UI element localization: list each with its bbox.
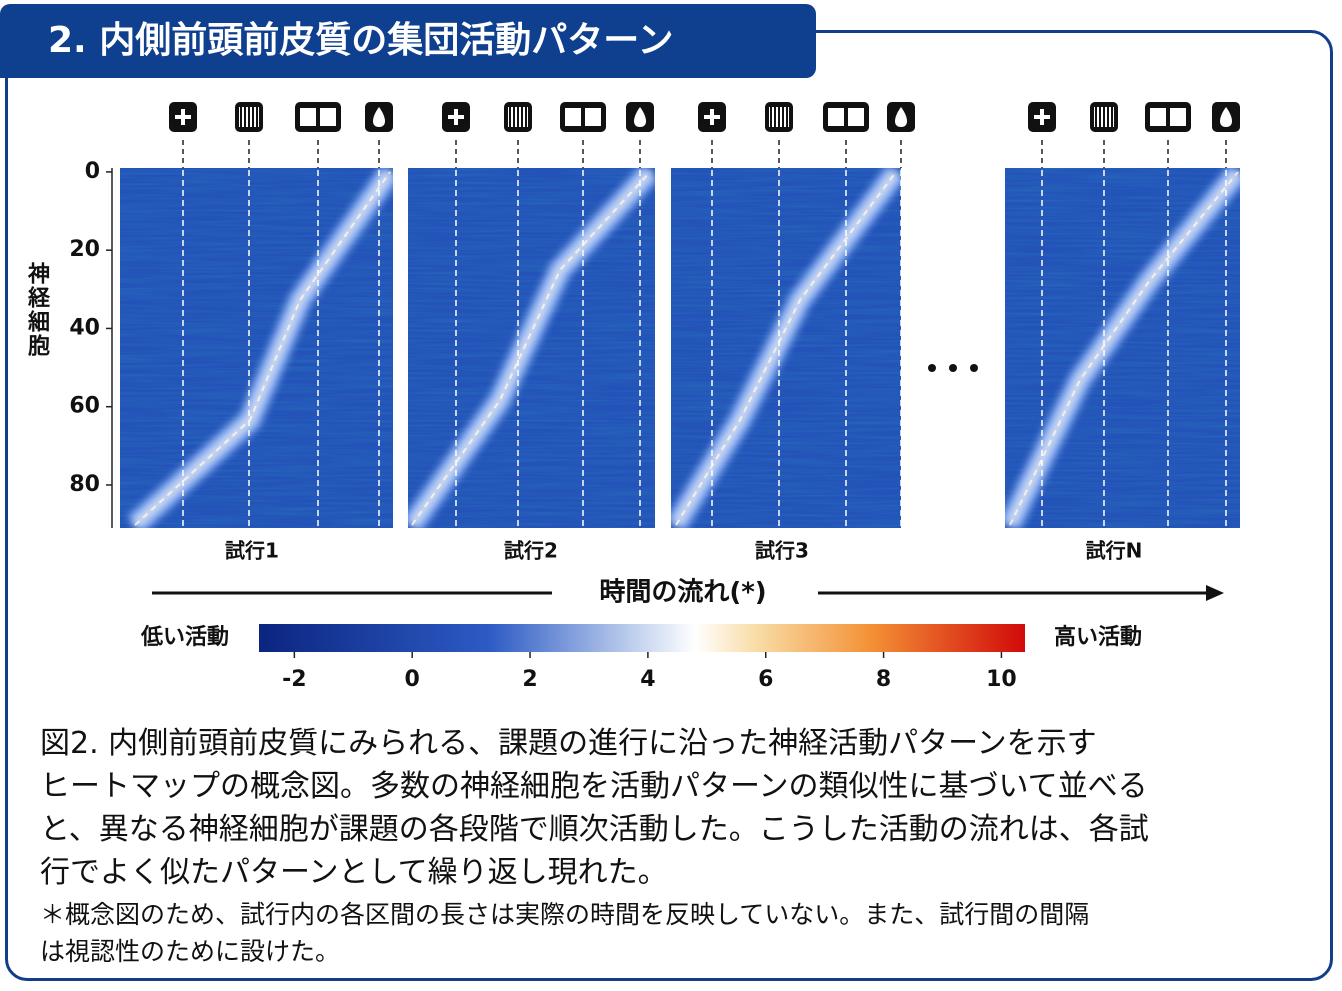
caption: 図2. 内側前頭前皮質にみられる、課題の進行に沿った神経活動パターンを示すヒート… [40,722,1149,894]
icon-left [1150,108,1166,126]
event-icon [504,102,532,132]
icon-drop [895,107,907,127]
colorbar-tick-label: 0 [405,667,420,692]
figure-layer: 試行1 試行2 試行3 試行N 0 20 40 60 80 時間の流れ(*) 低い活動 高い活動 -2 0… [69,102,1240,692]
event-icon [235,102,263,132]
icon-left [300,108,316,126]
event-icon [442,102,470,132]
icon-grating-bar [774,107,776,127]
colorbar-high-label: 高い活動 [1054,624,1142,650]
caption-line: 行でよく似たパターンとして繰り返し現れた。 [40,855,668,890]
activity-band-core [675,171,897,526]
icon-grating-bar [509,107,511,127]
caption-line: と、異なる神経細胞が課題の各段階で順次活動した。こうした活動の流れは、各試 [40,812,1149,847]
icon-grating-bar [256,107,258,127]
y-tick-label: 20 [69,237,100,262]
heatmap [408,168,655,528]
activity-band-core [411,171,651,526]
icon-left [565,108,581,126]
event-icon [1212,102,1240,132]
icon-grating-bar [1095,107,1097,127]
icon-drop [373,107,385,127]
icon-grating-bar [1111,107,1113,127]
event-icon [295,102,341,132]
y-axis-label: 神経細胞 [24,262,49,358]
caption-line: 図2. 内側前頭前皮質にみられる、課題の進行に沿った神経活動パターンを示す [40,726,1097,761]
panel-label: 試行1 [225,539,279,563]
panel-label: 試行3 [755,539,809,563]
icon-grating-bar [778,107,780,127]
y-tick-label: 0 [85,159,100,184]
colorbar-tick-label: -2 [282,667,306,692]
activity-band-core [1009,171,1239,526]
icon-grating-bar [521,107,523,127]
ellipsis-dot [949,364,957,372]
icon-grating-bar [525,107,527,127]
footnote-line: は視認性のために設けた。 [40,937,341,966]
footnote: ＊概念図のため、試行内の各区間の長さは実際の時間を反映していない。また、試行間の… [40,896,1089,970]
icon-right [585,108,601,126]
ellipsis-dot [928,364,936,372]
ellipsis-dot [970,364,978,372]
event-icon [626,102,654,132]
icon-drop [634,107,646,127]
icon-grating-bar [517,107,519,127]
colorbar-tick-label: 2 [522,667,537,692]
event-icon [1090,102,1118,132]
colorbar-tick-label: 4 [640,667,655,692]
icon-grating-bar [1099,107,1101,127]
icon-grating-bar [244,107,246,127]
icon-grating-bar [782,107,784,127]
event-icon [169,102,197,132]
colorbar-tick-label: 8 [876,667,891,692]
heatmap [1005,168,1240,528]
icon-grating-bar [1107,107,1109,127]
event-icon [1145,102,1191,132]
y-tick-label: 80 [69,472,100,497]
event-icon [698,102,726,132]
event-icon [365,102,393,132]
icon-right [1170,108,1186,126]
title: 2. 内側前頭前皮質の集団活動パターン [0,4,816,78]
icon-grating-bar [1103,107,1105,127]
colorbar-low-label: 低い活動 [140,625,229,650]
icon-plus-v [181,109,185,125]
icon-grating-bar [240,107,242,127]
y-tick-label: 60 [69,394,100,419]
icon-grating-bar [786,107,788,127]
event-icon [823,102,869,132]
panel-label: 試行N [1086,539,1143,563]
icon-plus-v [1040,109,1044,125]
icon-grating-bar [248,107,250,127]
icon-right [320,108,336,126]
event-icon [560,102,606,132]
icon-plus-v [710,109,714,125]
event-icon [765,102,793,132]
icon-left [828,108,844,126]
icon-grating-bar [252,107,254,127]
icon-grating-bar [513,107,515,127]
colorbar [259,624,1025,652]
activity-band-core [134,171,391,526]
y-tick-label: 40 [69,315,100,340]
icon-drop [1220,107,1232,127]
heatmap [120,168,393,528]
colorbar-tick-label: 6 [758,667,773,692]
icon-plus-v [454,109,458,125]
time-arrow-label: 時間の流れ(*) [599,578,766,608]
icon-grating-bar [770,107,772,127]
footnote-line: ＊概念図のため、試行内の各区間の長さは実際の時間を反映していない。また、試行間の… [40,900,1090,929]
event-icon [1028,102,1056,132]
caption-line: ヒートマップの概念図。多数の神経細胞を活動パターンの類似性に基づいて並べる [40,769,1148,804]
icon-right [848,108,864,126]
time-arrow-head [1206,585,1224,601]
colorbar-tick-label: 10 [986,667,1017,692]
panel-label: 試行2 [504,539,558,563]
heatmap [671,168,901,528]
event-icon [887,102,915,132]
